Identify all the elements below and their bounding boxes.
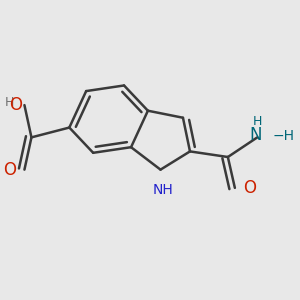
Text: H: H — [5, 96, 15, 109]
Text: N: N — [250, 126, 262, 144]
Text: H: H — [253, 116, 262, 128]
Text: O: O — [3, 160, 16, 178]
Text: O: O — [9, 96, 22, 114]
Text: NH: NH — [153, 183, 174, 197]
Text: O: O — [243, 179, 256, 197]
Text: −H: −H — [273, 129, 295, 143]
